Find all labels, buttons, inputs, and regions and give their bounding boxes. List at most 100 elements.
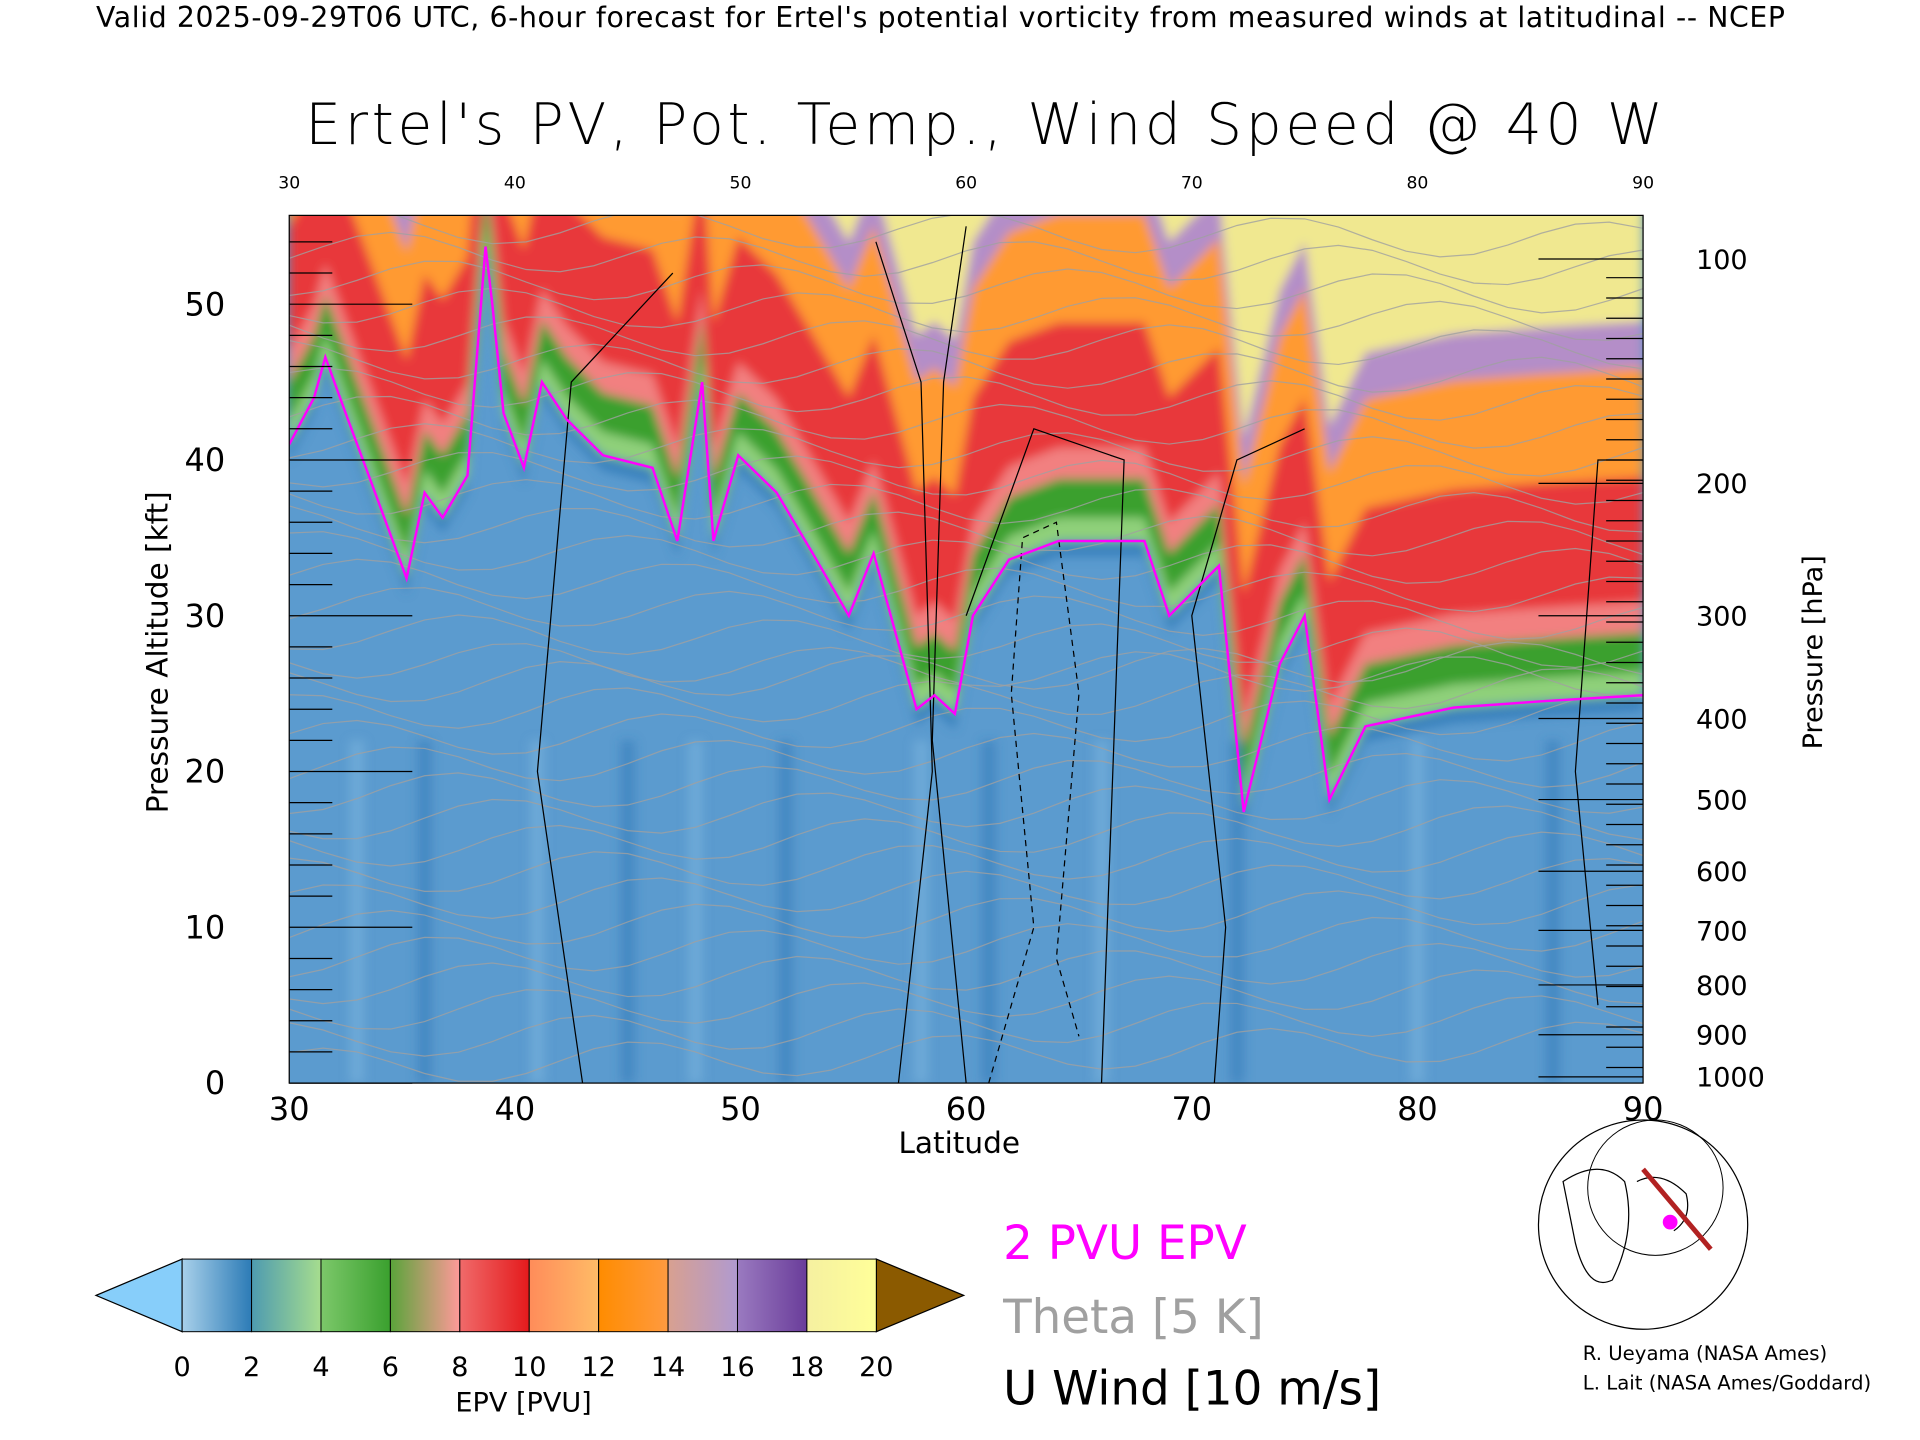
theta-line (289, 287, 1644, 341)
y2-tick-label: 300 (1696, 602, 1748, 633)
pv-band-7 (833, 215, 1644, 439)
uwind-contour (931, 226, 967, 1084)
x-tick-label: 70 (1171, 1090, 1212, 1128)
top-tick-label: 90 (1632, 173, 1654, 193)
theta-line (289, 805, 1644, 867)
pv-band-5 (289, 215, 1644, 594)
y2-tick-label: 900 (1696, 1021, 1748, 1052)
theta-line (289, 451, 1644, 505)
theta-line (289, 479, 1644, 533)
theta-line (289, 558, 1644, 613)
legend-uwind: U Wind [10 m/s] (1003, 1361, 1382, 1416)
chart-title: Ertel's PV, Pot. Temp., Wind Speed @ 40 … (305, 91, 1667, 158)
pv-streak (417, 740, 432, 1084)
top-tick-label: 80 (1406, 173, 1428, 193)
x-tick-label: 80 (1397, 1090, 1438, 1128)
pv-streak (530, 740, 545, 1084)
pv-streak (1229, 740, 1245, 1084)
colorbar-tick-label: 18 (790, 1352, 824, 1383)
theta-line (289, 231, 1644, 286)
y2-tick-label: 800 (1696, 971, 1748, 1002)
colorbar-segment (806, 1258, 877, 1333)
header-text: Valid 2025-09-29T06 UTC, 6-hour forecast… (95, 2, 1786, 35)
colorbar-tick-label: 14 (651, 1352, 685, 1383)
top-tick-label: 50 (730, 173, 752, 193)
y2-tick-label: 100 (1696, 245, 1748, 276)
uwind-contour (1191, 428, 1305, 1084)
theta-line (289, 641, 1644, 703)
map-coastline (1562, 1168, 1630, 1284)
colorbar-tick-label: 16 (720, 1352, 754, 1383)
y-tick-label: 50 (185, 285, 226, 323)
x-tick-label: 60 (946, 1090, 987, 1128)
theta-line (289, 693, 1644, 755)
map-location-marker (1662, 1214, 1678, 1230)
theta-line (289, 721, 1644, 782)
theta-line (289, 260, 1644, 314)
theta-line (289, 339, 1644, 393)
theta-line (289, 587, 1644, 640)
y-tick-label: 30 (185, 597, 226, 635)
pv-streak (687, 740, 703, 1084)
colorbar-tick-label: 20 (859, 1352, 893, 1383)
theta-line (289, 316, 1644, 370)
colorbar-over-triangle (875, 1258, 966, 1333)
pv-streak (349, 740, 365, 1084)
y-tick-label: 0 (205, 1064, 225, 1102)
uwind-contour (536, 272, 674, 1084)
credit-2: L. Lait (NASA Ames/Goddard) (1582, 1371, 1872, 1395)
y-tick-label: 40 (185, 441, 226, 479)
y2-tick-label: 500 (1696, 785, 1748, 816)
theta-line (289, 883, 1644, 945)
theta-line (289, 942, 1644, 1005)
theta-line (289, 643, 1644, 696)
legend-epv: 2 PVU EPV (1003, 1215, 1247, 1271)
colorbar-tick-label: 0 (174, 1352, 191, 1383)
colorbar-segment (389, 1258, 461, 1333)
x-tick-label: 40 (495, 1090, 536, 1128)
colorbar-tick-label: 2 (243, 1352, 260, 1383)
y-tick-label: 10 (185, 908, 226, 946)
x-tick-label: 30 (269, 1090, 310, 1128)
pv-streak (913, 740, 929, 1084)
colorbar-segment (736, 1258, 808, 1333)
pv-streak (981, 740, 997, 1084)
colorbar-segment (320, 1258, 391, 1333)
theta-line (289, 395, 1644, 449)
colorbar-segment (528, 1258, 600, 1333)
colorbar-segment (459, 1258, 530, 1333)
credit-1: R. Ueyama (NASA Ames) (1582, 1341, 1828, 1365)
colorbar-segment (181, 1258, 253, 1333)
pv-streak (778, 740, 794, 1084)
y2-tick-label: 700 (1696, 916, 1748, 947)
theta-line (289, 367, 1644, 421)
pv-2pvu-line (289, 246, 1644, 813)
theta-line (289, 505, 1644, 557)
colorbar: 0 2 4 6 8 10 12 14 16 18 20 (94, 1258, 966, 1383)
colorbar-segment (598, 1258, 669, 1333)
pv-streak (620, 740, 636, 1084)
map-latitude-circle (1537, 1119, 1749, 1330)
theta-line (394, 215, 1644, 258)
x-axis-label: Latitude (898, 1126, 1021, 1161)
map-latitude-circle-inner (1587, 1119, 1724, 1256)
colorbar-label: EPV [PVU] (455, 1388, 592, 1420)
top-tick-label: 30 (278, 173, 300, 193)
uwind-contour (875, 241, 933, 1084)
colorbar-tick-label: 12 (581, 1352, 615, 1383)
pv-streak (1410, 740, 1425, 1084)
top-tick-label: 70 (1181, 173, 1203, 193)
uwind-negative-contour (988, 521, 1080, 1084)
x-tick-label: 50 (720, 1090, 761, 1128)
y-tick-label: 20 (185, 753, 226, 791)
colorbar-tick-label: 8 (451, 1352, 468, 1383)
theta-contours (289, 215, 1644, 1084)
colorbar-under-triangle (94, 1258, 183, 1333)
theta-line (289, 916, 1644, 978)
y2-tick-label: 1000 (1696, 1063, 1765, 1094)
theta-line (289, 857, 1644, 920)
theta-line (289, 1021, 1644, 1082)
legend-theta: Theta [5 K] (1003, 1289, 1264, 1344)
